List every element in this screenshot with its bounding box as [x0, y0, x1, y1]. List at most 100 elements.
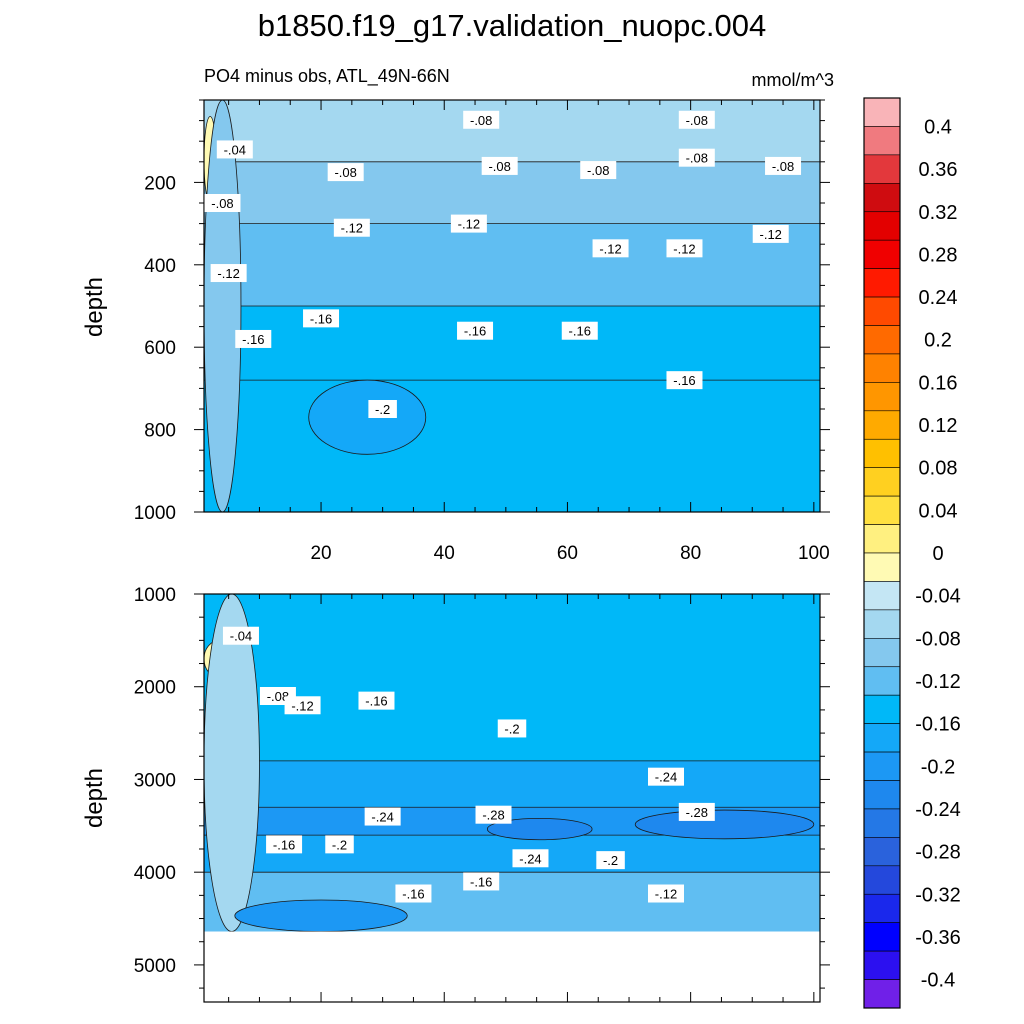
colorbar-label: -0.24 [915, 799, 961, 821]
colorbar-label: -0.08 [915, 628, 961, 650]
svg-text:-.08: -.08 [334, 165, 356, 180]
upper-contour-label: -.16 [561, 321, 598, 340]
upper-y-tick-label: 600 [144, 338, 176, 359]
svg-text:-.2: -.2 [603, 853, 618, 868]
lower-y-tick-label: 3000 [134, 770, 176, 791]
colorbar-label: 0.04 [919, 500, 958, 522]
colorbar-swatch [863, 211, 901, 241]
field-lower [204, 594, 820, 932]
lower-region-2 [486, 818, 593, 841]
upper-contour-label: -.04 [216, 140, 253, 159]
upper-x-tick-label: 60 [557, 543, 578, 564]
colorbar-swatch [863, 638, 901, 668]
upper-panel: PO4 minus obs, ATL_49N-66N mmol/m^3 20 40… [81, 66, 834, 564]
upper-contour-label: -.16 [457, 321, 494, 340]
svg-text:-.08: -.08 [211, 196, 233, 211]
svg-text:-.16: -.16 [365, 694, 387, 709]
upper-contour-label: -.08 [580, 161, 617, 180]
upper-x-tick-label: 80 [680, 543, 701, 564]
svg-text:-.2: -.2 [332, 837, 347, 852]
colorbar-label: 0.08 [919, 458, 958, 480]
svg-text:-.12: -.12 [599, 241, 621, 256]
lower-contour-label: -.16 [395, 884, 432, 903]
svg-text:-.12: -.12 [673, 241, 695, 256]
lower-contour-label: -.2 [325, 835, 354, 854]
svg-text:-.08: -.08 [470, 113, 492, 128]
upper-contour-label: -.2 [368, 400, 397, 418]
lower-frame [203, 593, 821, 1003]
lower-band-1 [204, 760, 820, 808]
colorbar-label: -0.04 [915, 586, 961, 608]
colorbar: 0.4 0.36 0.32 0.28 0.24 0.2 0.16 0.12 0.08 0.04 0 -… [863, 97, 961, 1009]
lower-y-axis-label: depth [81, 768, 108, 828]
lower-contour-label: -.2 [497, 719, 527, 738]
colorbar-swatch [863, 382, 901, 412]
lower-region-4 [234, 899, 408, 932]
svg-text:-.12: -.12 [655, 887, 677, 902]
upper-band-2 [204, 223, 820, 306]
svg-text:-.12: -.12 [217, 266, 239, 281]
colorbar-label: 0.2 [924, 330, 952, 352]
colorbar-label: 0.36 [919, 159, 958, 181]
lower-contour-label: -.16 [266, 835, 303, 854]
svg-text:-.08: -.08 [488, 159, 510, 174]
upper-y-tick-label: 400 [144, 256, 176, 277]
upper-contour-label: -.08 [481, 156, 518, 175]
lower-contour-label: -.28 [678, 802, 715, 821]
svg-text:-.12: -.12 [291, 698, 313, 713]
colorbar-swatch [863, 353, 901, 383]
svg-text:-.08: -.08 [686, 113, 708, 128]
upper-region-1 [204, 100, 242, 512]
svg-text:-.2: -.2 [375, 402, 390, 417]
colorbar-swatch [863, 950, 901, 980]
colorbar-swatch [863, 126, 901, 156]
lower-region-3 [634, 809, 815, 840]
lower-contour-label: -.16 [463, 872, 500, 891]
upper-band-4 [204, 380, 820, 512]
upper-x-tick-label: 40 [434, 543, 455, 564]
colorbar-swatch [863, 154, 901, 184]
svg-text:-.16: -.16 [242, 332, 264, 347]
colorbar-swatch [863, 922, 901, 952]
colorbar-swatch [863, 581, 901, 611]
lower-contour-label: -.24 [648, 767, 684, 786]
svg-text:-.08: -.08 [267, 689, 289, 704]
upper-region-2 [308, 379, 427, 455]
colorbar-label: -0.32 [915, 884, 961, 906]
lower-band-3 [204, 835, 820, 873]
upper-contour-label: -.16 [666, 371, 703, 390]
colorbar-swatch [863, 495, 901, 525]
colorbar-label: -0.16 [915, 714, 961, 736]
lower-contour-label: -.28 [475, 805, 512, 824]
colorbar-swatch [863, 808, 901, 838]
colorbar-swatch [863, 296, 901, 326]
svg-text:-.08: -.08 [686, 151, 708, 166]
lower-region-1 [204, 594, 260, 932]
svg-text:-.16: -.16 [673, 373, 695, 388]
colorbar-swatch [863, 893, 901, 923]
upper-contour-label: -.08 [204, 194, 241, 212]
upper-contour-label: -.16 [303, 309, 340, 328]
upper-y-tick-label: 1000 [134, 503, 176, 524]
lower-y-tick-label: 5000 [134, 956, 176, 977]
colorbar-swatch [863, 467, 901, 497]
colorbar-label: 0.28 [919, 244, 958, 266]
colorbar-swatch [863, 239, 901, 269]
lower-y-tick-label: 1000 [134, 585, 176, 606]
svg-text:-.2: -.2 [504, 721, 519, 736]
colorbar-swatch [863, 666, 901, 696]
upper-y-axis-label: depth [81, 277, 108, 337]
svg-text:-.16: -.16 [310, 311, 332, 326]
colorbar-swatch [863, 524, 901, 554]
svg-text:-.16: -.16 [273, 837, 295, 852]
svg-text:-.08: -.08 [587, 163, 609, 178]
colorbar-label: -0.12 [915, 671, 961, 693]
lower-contour-label: -.2 [596, 851, 625, 870]
colorbar-label: 0.12 [919, 415, 958, 437]
colorbar-swatch [863, 694, 901, 724]
figure-title: b1850.f19_g17.validation_nuopc.004 [258, 8, 767, 43]
colorbar-swatch [863, 979, 901, 1009]
upper-contour-label: -.16 [235, 329, 272, 348]
lower-y-tick-label: 2000 [134, 678, 176, 699]
